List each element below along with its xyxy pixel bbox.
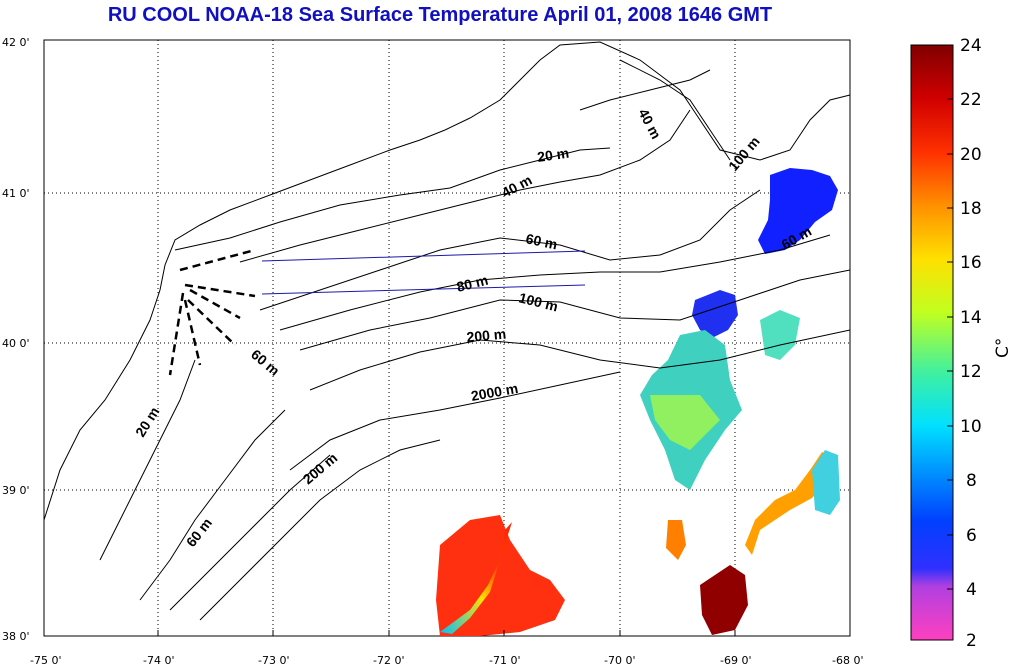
x-tick-label: -68 0' [832,654,864,667]
sst-patch-gulf-stream-west [436,515,565,636]
colorbar-tick-label: 24 [960,36,982,56]
colorbar-tick-label: 22 [960,90,982,110]
contour-200m [309,329,851,391]
colorbar-tick-label: 14 [960,308,982,328]
x-tick-label: -70 0' [604,654,636,667]
colorbar-labels: 24 22 20 18 16 14 12 10 8 6 4 2 [960,36,982,651]
contour-80m [279,234,831,331]
endurance-lines [168,248,256,376]
contour-100m [299,269,851,351]
contour-label: 80 m [455,272,490,295]
contour-shelf-20m-south [99,359,196,561]
map-title: RU COOL NOAA-18 Sea Surface Temperature … [107,4,773,26]
colorbar-unit-label: C° [993,338,1013,358]
contour-label: 200 m [466,326,507,345]
sst-patch-warm-tongue [666,520,686,560]
contour-label: 60 m [524,230,559,252]
colorbar-ticks [947,44,953,641]
y-tick-label: 38 0' [2,630,30,643]
y-axis-labels: 42 0' 41 0' 40 0' 39 0' 38 0' [2,36,30,643]
coastline [43,41,851,521]
colorbar-tick-label: 16 [960,253,982,273]
sst-patches [436,168,840,636]
y-tick-label: 39 0' [2,484,30,497]
contour-2000m [289,371,621,471]
x-axis-labels: -75 0' -74 0' -73 0' -72 0' -71 0' -70 0… [30,654,864,667]
contour-20m-north [174,147,611,251]
colorbar-tick-label: 12 [960,362,982,382]
colorbar-tick-label: 20 [960,145,982,165]
colorbar-tick-label: 8 [966,471,977,491]
cape-cod-contour [579,69,711,111]
contour-60m [259,189,761,311]
y-tick-label: 40 0' [2,337,30,350]
colorbar-tick-label: 6 [966,526,977,546]
sst-patch-georges-bank [758,168,838,254]
sst-patch-gulf-stream-east [745,452,835,555]
gulf-of-maine-contour [619,59,731,161]
x-tick-label: -72 0' [373,654,405,667]
contour-shelf-60m-south [139,409,286,601]
colorbar-tick-label: 18 [960,199,982,219]
x-tick-label: -73 0' [258,654,290,667]
y-tick-label: 41 0' [2,187,30,200]
colorbar-tick-label: 4 [966,580,977,600]
sst-patch-warm-core [700,565,748,635]
x-tick-label: -74 0' [143,654,175,667]
colorbar-tick-label: 2 [966,631,977,651]
x-tick-label: -75 0' [30,654,62,667]
contour-label: 20 m [536,145,570,165]
contour-slope-south [199,439,441,621]
y-tick-label: 42 0' [2,36,30,49]
sst-patch-slope-central-warm [650,395,720,450]
contour-40m [239,109,691,263]
sst-patch-gulf-stream-front [440,522,512,634]
bathymetry-contours [43,41,851,621]
x-axis-ticks [43,630,851,636]
x-tick-label: -69 0' [720,654,752,667]
sst-patch-east-cool [812,450,840,515]
x-tick-label: -71 0' [489,654,521,667]
colorbar-tick-label: 10 [960,417,982,437]
contour-deep-south [169,454,331,611]
survey-lines [261,250,586,295]
sst-patch-shelf-edge-cold [692,290,738,338]
colorbar [910,44,954,641]
